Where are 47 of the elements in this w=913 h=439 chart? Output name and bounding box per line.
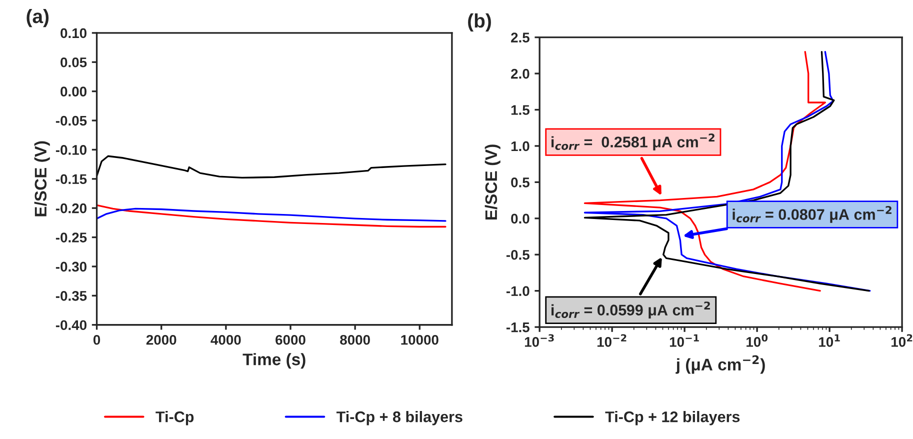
y-tick-label: -0.40 <box>56 320 86 330</box>
x-tick-label: 10$^{−3}$ <box>524 334 554 347</box>
y-axis-title: E/SCE (V) <box>484 144 500 220</box>
y-tick-label: 0.00 <box>60 86 86 96</box>
x-tick-label: 10000 <box>401 334 438 345</box>
annotation: i$_{corr}$ = 0.0807 μA cm$^{−2}$ <box>732 206 892 223</box>
y-tick-label: 1.0 <box>511 141 530 152</box>
x-tick-label: 10$^{−2}$ <box>597 334 626 347</box>
x-tick-label: 6000 <box>276 334 306 345</box>
x-tick-label: 0 <box>93 334 100 345</box>
chart-title: (a) <box>26 8 49 28</box>
x-tick-label: 4000 <box>210 334 241 345</box>
annotation: i$_{corr}$ = 0.0599 μA cm$^{−2}$ <box>552 302 710 318</box>
legend-label: Ti-Cp <box>156 411 194 426</box>
y-tick-label: 0.0 <box>511 214 530 224</box>
x-tick-label: 10$^{1}$ <box>819 334 840 347</box>
annotation: i$_{corr}$ = 0.2581 μA cm$^{−2}$ <box>552 134 714 150</box>
line-series <box>96 204 446 228</box>
y-tick-label: 2.5 <box>511 32 530 42</box>
y-tick-label: -1.5 <box>506 322 530 332</box>
y-tick-label: -0.35 <box>56 291 87 301</box>
y-tick-label: 1.5 <box>511 105 530 115</box>
y-tick-label: 2.0 <box>511 68 530 79</box>
legend-label: Ti-Cp + 8 bilayers <box>336 411 462 426</box>
y-tick-label: -1.0 <box>506 286 530 296</box>
x-tick-label: 8000 <box>340 334 370 345</box>
x-axis-title: j (μA cm$^{−2}$) <box>676 355 765 374</box>
y-tick-label: -0.30 <box>56 262 86 272</box>
y-tick-label: -0.20 <box>56 203 86 214</box>
legend-label: Ti-Cp + 12 bilayers <box>605 411 740 426</box>
y-axis-title: E/SCE (V) <box>34 141 50 216</box>
x-tick-label: 10$^{−1}$ <box>670 334 699 347</box>
y-tick-label: 0.05 <box>60 57 87 68</box>
y-tick-label: 0.5 <box>511 178 530 188</box>
line-series <box>96 155 446 179</box>
y-tick-label: -0.5 <box>506 250 530 260</box>
y-tick-label: -0.25 <box>56 232 87 242</box>
x-tick-label: 10$^{0}$ <box>746 334 768 347</box>
x-tick-label: 2000 <box>146 334 176 345</box>
y-tick-label: -0.05 <box>56 116 87 126</box>
y-tick-label: 0.10 <box>60 28 86 38</box>
y-tick-label: -0.10 <box>56 145 86 155</box>
y-tick-label: -0.15 <box>56 174 87 184</box>
x-tick-label: 10$^{2}$ <box>892 334 912 347</box>
line-series <box>96 208 446 222</box>
chart-title: (b) <box>468 13 491 32</box>
x-axis-title: Time (s) <box>242 353 306 369</box>
